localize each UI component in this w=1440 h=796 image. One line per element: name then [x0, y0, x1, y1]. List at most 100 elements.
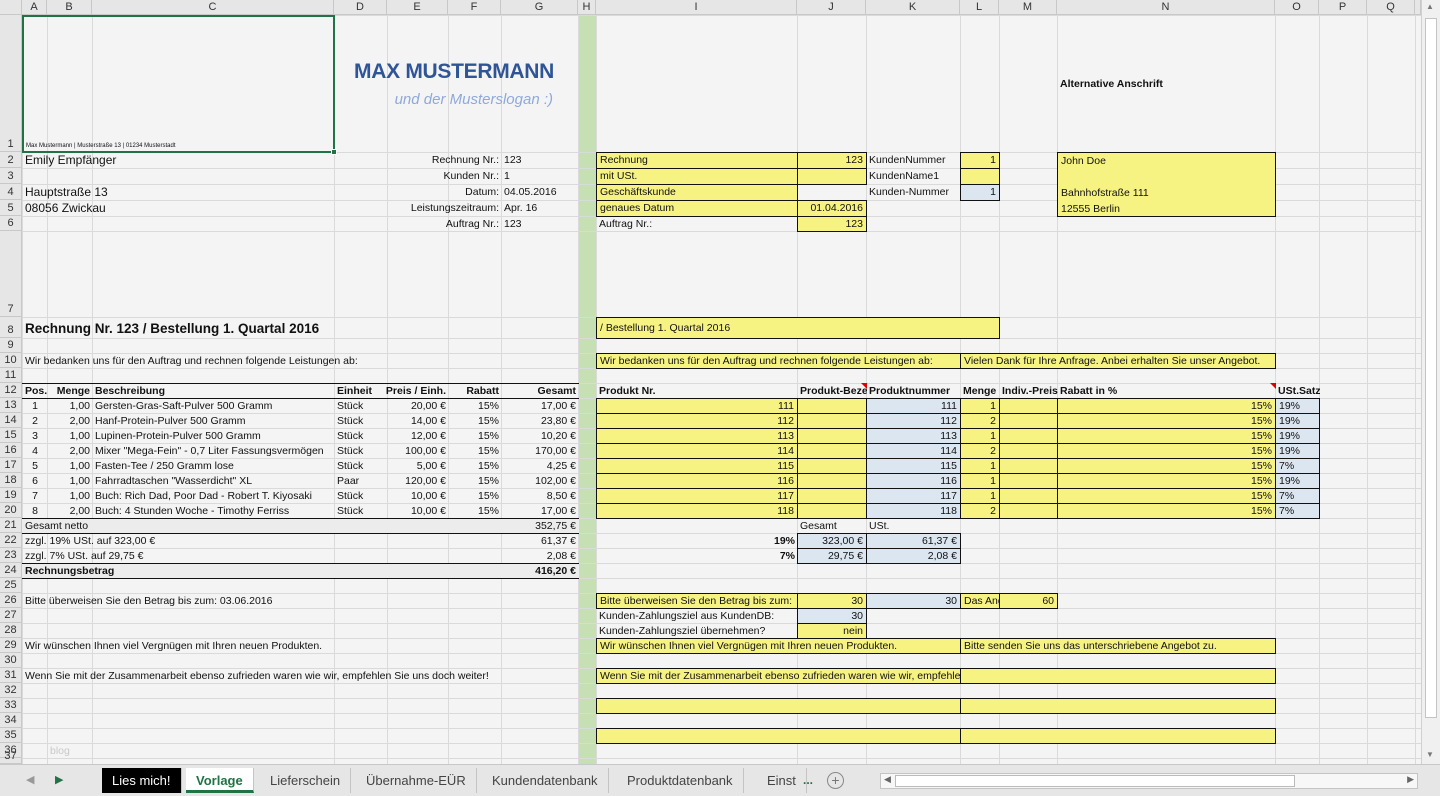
cell-O14[interactable]: 19%: [1275, 413, 1320, 429]
cell-M18[interactable]: [999, 473, 1058, 489]
cell-I26[interactable]: Bitte überweisen Sie den Betrag bis zum:: [596, 593, 798, 609]
row-header-4[interactable]: 4: [0, 184, 22, 200]
cell-L2[interactable]: 1: [960, 152, 1000, 169]
cell-I27[interactable]: Kunden-Zahlungsziel aus KundenDB:: [599, 609, 775, 622]
sheet-tab-lies-mich-[interactable]: Lies mich!: [102, 768, 182, 793]
row-header-18[interactable]: 18: [0, 473, 22, 488]
cell-B18[interactable]: 1,00: [69, 474, 90, 487]
cell-F16[interactable]: 15%: [477, 444, 499, 457]
cell-G2[interactable]: 123: [504, 154, 522, 166]
cell-M16[interactable]: [999, 443, 1058, 459]
row-header-19[interactable]: 19: [0, 488, 22, 503]
cell-L19[interactable]: 1: [960, 488, 1000, 504]
row-header-20[interactable]: 20: [0, 503, 22, 518]
cell-A29[interactable]: Wir wünschen Ihnen viel Vergnügen mit Ih…: [25, 639, 323, 652]
cell-O20[interactable]: 7%: [1275, 503, 1320, 519]
add-sheet-button[interactable]: +: [827, 772, 844, 789]
cell-J20[interactable]: [797, 503, 867, 519]
row-header-27[interactable]: 27: [0, 608, 22, 623]
cell-D6[interactable]: Auftrag Nr.:: [445, 217, 499, 230]
column-header-G[interactable]: G: [501, 0, 578, 15]
column-header-J[interactable]: J: [797, 0, 866, 15]
row-header-31[interactable]: 31: [0, 668, 22, 683]
cell-L20[interactable]: 2: [960, 503, 1000, 519]
cell-N1[interactable]: Alternative Anschrift: [1060, 77, 1163, 90]
cell-G18[interactable]: 102,00 €: [535, 474, 576, 487]
column-header-N[interactable]: N: [1057, 0, 1275, 15]
cell-C18[interactable]: Fahrradtaschen "Wasserdicht" XL: [95, 474, 253, 487]
row-header-34[interactable]: 34: [0, 713, 22, 728]
cell-J28[interactable]: nein: [797, 623, 867, 639]
cell-D2[interactable]: Rechnung Nr.:: [431, 154, 499, 166]
cell-E17[interactable]: 5,00 €: [416, 459, 446, 472]
cell-J13[interactable]: [797, 398, 867, 414]
cell-E16[interactable]: 100,00 €: [405, 444, 446, 457]
cell-K16[interactable]: 114: [866, 443, 961, 459]
cell-A8[interactable]: Rechnung Nr. 123 / Bestellung 1. Quartal…: [25, 320, 320, 336]
cell-J22[interactable]: 323,00 €: [797, 533, 867, 549]
cell-F19[interactable]: 15%: [477, 489, 499, 502]
row-header-6[interactable]: 6: [0, 216, 22, 231]
cell-J14[interactable]: [797, 413, 867, 429]
cell-O17[interactable]: 7%: [1275, 458, 1320, 474]
select-all-corner[interactable]: [0, 0, 22, 15]
cell-K20[interactable]: 118: [866, 503, 961, 519]
cell-A15[interactable]: 3: [32, 429, 38, 442]
cell-L18[interactable]: 1: [960, 473, 1000, 489]
cell-O13[interactable]: 19%: [1275, 398, 1320, 414]
cell-B20[interactable]: 2,00: [69, 504, 90, 517]
cell-J2[interactable]: 123: [797, 152, 867, 169]
column-header-K[interactable]: K: [866, 0, 960, 15]
cell-L33[interactable]: [960, 698, 1276, 714]
cell-M19[interactable]: [999, 488, 1058, 504]
cell-J17[interactable]: [797, 458, 867, 474]
cell-A26[interactable]: Bitte überweisen Sie den Betrag bis zum:…: [25, 594, 273, 607]
cell-L31[interactable]: [960, 668, 1276, 684]
cell-C15[interactable]: Lupinen-Protein-Pulver 500 Gramm: [95, 429, 261, 442]
cell-I20[interactable]: 118: [596, 503, 798, 519]
cell-J23[interactable]: 29,75 €: [797, 548, 867, 564]
row-header-17[interactable]: 17: [0, 458, 22, 473]
cell-K4[interactable]: Kunden-Nummer: [869, 186, 949, 198]
cell-L3[interactable]: [960, 168, 1000, 185]
cell-M14[interactable]: [999, 413, 1058, 429]
cell-L15[interactable]: 1: [960, 428, 1000, 444]
row-header-5[interactable]: 5: [0, 200, 22, 216]
cell-N12[interactable]: Rabatt in %: [1057, 383, 1276, 399]
cell-K14[interactable]: 112: [866, 413, 961, 429]
cell-G6[interactable]: 123: [504, 217, 522, 230]
cell-N14[interactable]: 15%: [1057, 413, 1276, 429]
cell-D16[interactable]: Stück: [337, 444, 364, 457]
row-header-30[interactable]: 30: [0, 653, 22, 668]
cell-K15[interactable]: 113: [866, 428, 961, 444]
cell-A18[interactable]: 6: [32, 474, 38, 487]
column-header-F[interactable]: F: [448, 0, 501, 15]
cell-I6[interactable]: Auftrag Nr.:: [599, 217, 653, 230]
sheet-tab-produktdatenbank[interactable]: Produktdatenbank: [617, 768, 744, 793]
cell-A4[interactable]: Hauptstraße 13: [25, 185, 108, 199]
scroll-left-icon[interactable]: ◀: [884, 774, 891, 784]
cell-A23[interactable]: zzgl. 7% USt. auf 29,75 €: [25, 549, 144, 562]
cell-I10[interactable]: Wir bedanken uns für den Auftrag und rec…: [596, 353, 961, 369]
cell-L14[interactable]: 2: [960, 413, 1000, 429]
cell-D13[interactable]: Stück: [337, 399, 364, 412]
cell-L10[interactable]: Vielen Dank für Ihre Anfrage. Anbei erha…: [960, 353, 1276, 369]
cell-B13[interactable]: 1,00: [69, 399, 90, 412]
row-header-29[interactable]: 29: [0, 638, 22, 653]
sheet-tab-einst[interactable]: Einst: [757, 768, 807, 793]
cell-G23[interactable]: 2,08 €: [546, 549, 576, 562]
cell-I23[interactable]: 7%: [779, 549, 795, 562]
cell-L26[interactable]: Das Angebot: [960, 593, 1000, 609]
cell-A13[interactable]: 1: [32, 399, 38, 412]
row-header-37[interactable]: 37: [0, 750, 22, 764]
row-header-24[interactable]: 24: [0, 563, 22, 578]
cell-A22[interactable]: zzgl. 19% USt. auf 323,00 €: [25, 534, 156, 547]
tab-scroll-left-icon[interactable]: ◀: [26, 774, 35, 786]
cell-I16[interactable]: 114: [596, 443, 798, 459]
row-header-16[interactable]: 16: [0, 443, 22, 458]
row-header-7[interactable]: 7: [0, 231, 22, 317]
spreadsheet-grid[interactable]: A B C D E F G H I J K L M N O P Q 1 2 3 4 5 6 7 8 9 10 11 12 13 14 15 16…: [0, 0, 1421, 764]
cell-G14[interactable]: 23,80 €: [540, 414, 576, 427]
cell-I14[interactable]: 112: [596, 413, 798, 429]
cell-I19[interactable]: 117: [596, 488, 798, 504]
